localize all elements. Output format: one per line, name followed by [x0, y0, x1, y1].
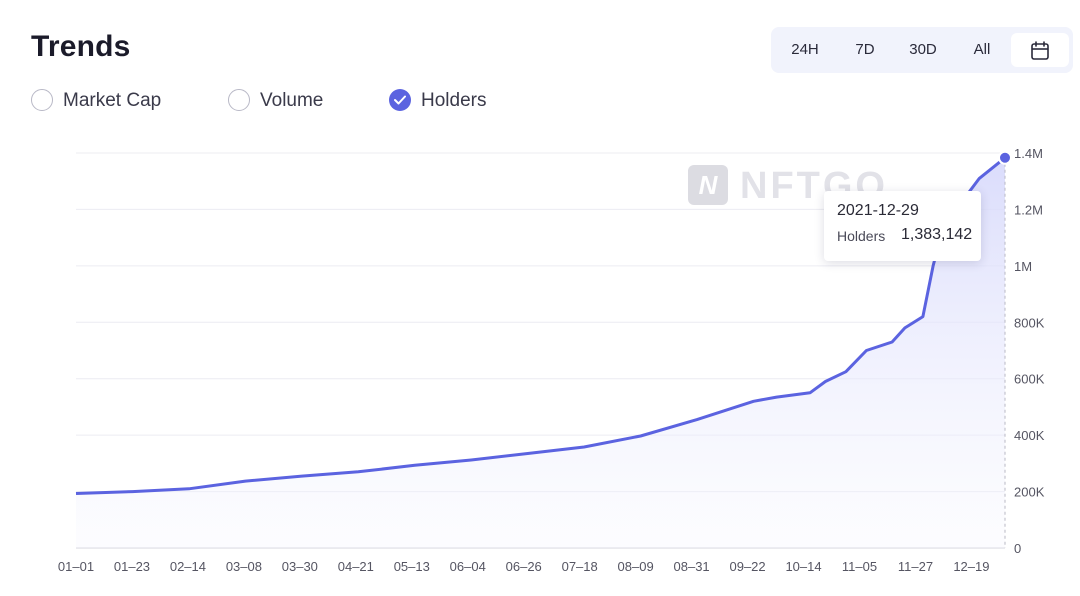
nftgo-logo-icon — [688, 165, 728, 205]
chart-tooltip: 2021-12-29 Holders 1,383,142 — [824, 191, 981, 261]
x-tick-label: 06–04 — [450, 559, 486, 574]
y-tick-label: 1.4M — [1014, 146, 1043, 161]
x-tick-label: 04–21 — [338, 559, 374, 574]
radio-unchecked-icon[interactable] — [228, 89, 250, 111]
y-tick-label: 800K — [1014, 315, 1045, 330]
calendar-button[interactable] — [1011, 33, 1069, 67]
x-tick-label: 08–31 — [674, 559, 710, 574]
y-tick-label: 200K — [1014, 485, 1045, 500]
holders-area-fill — [76, 157, 1005, 549]
holders-series-line — [75, 156, 1006, 495]
x-tick-label: 03–08 — [226, 559, 262, 574]
x-tick-label: 05–13 — [394, 559, 430, 574]
x-tick-label: 06–26 — [506, 559, 542, 574]
radio-checked-icon[interactable] — [389, 89, 411, 111]
x-tick-label: 10–14 — [785, 559, 821, 574]
y-tick-label: 1M — [1014, 259, 1032, 274]
radio-unchecked-icon[interactable] — [31, 89, 53, 111]
y-tick-label: 400K — [1014, 428, 1045, 443]
x-tick-label: 12–19 — [953, 559, 989, 574]
y-tick-label: 0 — [1014, 541, 1021, 556]
x-tick-label: 07–18 — [562, 559, 598, 574]
range-7d-button[interactable]: 7D — [855, 41, 875, 58]
range-24h-button[interactable]: 24H — [791, 41, 819, 58]
tooltip-series-label: Holders — [837, 228, 886, 244]
x-tick-label: 08–09 — [618, 559, 654, 574]
calendar-icon — [1031, 41, 1049, 60]
page-title: Trends — [31, 30, 131, 63]
svg-text:N: N — [699, 170, 719, 200]
x-tick-label: 02–14 — [170, 559, 206, 574]
tooltip-date: 2021-12-29 — [837, 202, 919, 219]
x-tick-label: 01–01 — [58, 559, 94, 574]
y-tick-label: 1.2M — [1014, 202, 1043, 217]
metric-label: Market Cap — [63, 90, 162, 111]
time-range-selector: 24H 7D 30D All — [771, 27, 1073, 73]
metric-label: Holders — [421, 90, 487, 111]
range-30d-button[interactable]: 30D — [909, 41, 937, 58]
x-tick-label: 11–05 — [842, 559, 877, 574]
tooltip-value: 1,383,142 — [901, 226, 973, 243]
range-all-button[interactable]: All — [973, 41, 991, 58]
x-tick-label: 01–23 — [114, 559, 150, 574]
x-tick-label: 03–30 — [282, 559, 318, 574]
x-tick-label: 09–22 — [729, 559, 765, 574]
metric-label: Volume — [260, 90, 324, 111]
hover-data-point — [998, 150, 1012, 165]
x-tick-label: 11–27 — [898, 559, 933, 574]
y-tick-label: 600K — [1014, 372, 1045, 387]
